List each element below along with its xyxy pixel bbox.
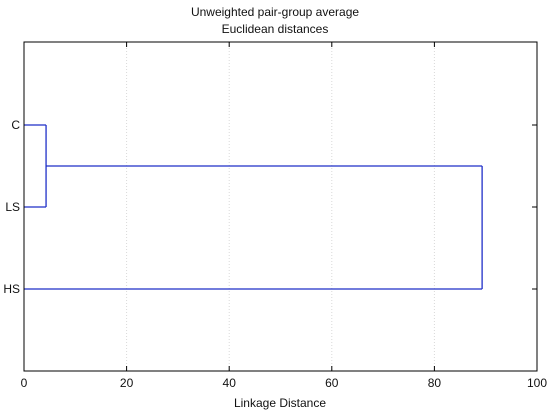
grid-lines <box>126 42 435 371</box>
x-axis-label: Linkage Distance <box>234 396 326 410</box>
x-tick-label-0: 0 <box>21 376 28 390</box>
x-tick-label-40: 40 <box>223 376 237 390</box>
leaf-label-hs: HS <box>3 282 20 296</box>
chart-subtitle: Euclidean distances <box>222 22 329 36</box>
dendrogram-links <box>24 124 483 290</box>
leaf-labels: C LS HS <box>3 118 20 296</box>
x-tick-label-80: 80 <box>428 376 442 390</box>
tick-marks <box>23 42 538 371</box>
x-tick-labels: 0 20 40 60 80 100 <box>21 376 548 390</box>
chart-title: Unweighted pair-group average <box>191 5 359 19</box>
x-tick-label-100: 100 <box>527 376 547 390</box>
leaf-label-ls: LS <box>5 200 20 214</box>
x-tick-label-20: 20 <box>120 376 134 390</box>
plot-frame <box>23 41 538 372</box>
x-tick-label-60: 60 <box>325 376 339 390</box>
leaf-label-c: C <box>11 118 20 132</box>
